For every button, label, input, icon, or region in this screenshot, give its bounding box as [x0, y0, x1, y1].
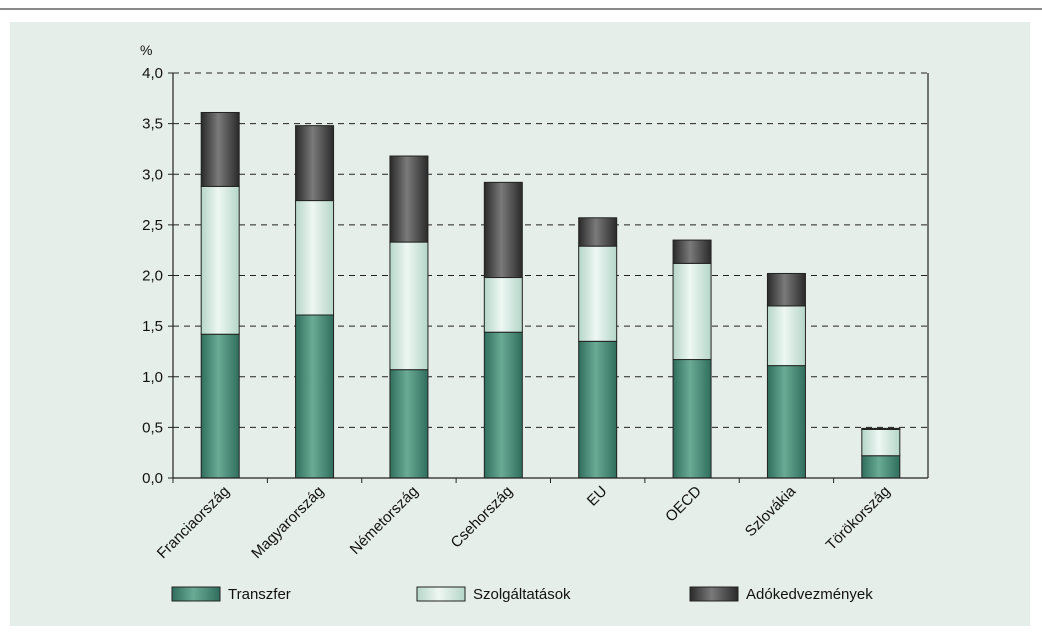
y-tick-label: 1,5: [142, 318, 163, 335]
bar-transzfer-torokorszag: [861, 455, 901, 479]
y-tick-label: 4,0: [142, 65, 163, 82]
y-unit-label: %: [140, 42, 152, 58]
legend-swatch-adokedvezmenyek: [689, 586, 739, 602]
legend-label-adokedvezmenyek: Adókedvezmények: [746, 586, 873, 603]
x-tick-label: Magyarország: [248, 483, 327, 562]
legend-swatch-transzfer: [171, 586, 221, 602]
bars: [200, 111, 901, 479]
bar-adokedvezmenyek-szlovakia: [766, 272, 806, 307]
y-tick-label: 3,5: [142, 116, 163, 133]
x-tick-label: Szlovákia: [742, 482, 800, 540]
x-tick-labels: Franciaország Magyarország Németország Cseh…: [154, 482, 894, 562]
x-tick-label: EU: [584, 483, 611, 510]
bar-transzfer-nemetorszag: [389, 369, 429, 479]
bar-szolgaltatasok-csehorszag: [483, 277, 523, 333]
top-rule: [0, 8, 1042, 10]
y-tick-label: 0,5: [142, 419, 163, 436]
axes: [168, 72, 929, 483]
bar-transzfer-eu: [578, 340, 618, 479]
x-tick-label: OECD: [662, 483, 705, 526]
bar-szolgaltatasok-magyarorszag: [295, 200, 335, 316]
y-tick-labels: 0,0 0,5 1,0 1,5 2,0 2,5 3,0 3,5 4,0: [142, 65, 163, 487]
y-tick-label: 3,0: [142, 166, 163, 183]
bar-transzfer-csehorszag: [483, 331, 523, 479]
legend-label-szolgaltatasok: Szolgáltatások: [473, 586, 571, 603]
bar-adokedvezmenyek-torokorszag: [861, 427, 901, 430]
bar-szolgaltatasok-torokorszag: [861, 428, 901, 457]
bar-transzfer-magyarorszag: [295, 314, 335, 479]
bar-szolgaltatasok-eu: [578, 245, 618, 342]
legend: Transzfer Szolgáltatások Adókedvezmények: [171, 586, 873, 603]
bar-adokedvezmenyek-magyarorszag: [295, 125, 335, 202]
bar-adokedvezmenyek-franciaorszag: [200, 111, 240, 187]
legend-label-transzfer: Transzfer: [228, 586, 291, 603]
bar-adokedvezmenyek-nemetorszag: [389, 155, 429, 243]
bar-transzfer-franciaorszag: [200, 333, 240, 479]
y-tick-label: 1,0: [142, 369, 163, 386]
bar-transzfer-oecd: [672, 359, 712, 479]
gridlines: [173, 72, 928, 428]
bar-transzfer-szlovakia: [766, 365, 806, 479]
legend-swatch-szolgaltatasok: [416, 586, 466, 602]
bar-szolgaltatasok-oecd: [672, 262, 712, 361]
x-tick-label: Franciaország: [154, 483, 233, 562]
x-tick-label: Törökország: [823, 483, 894, 554]
x-tick-label: Csehország: [448, 483, 517, 552]
bar-adokedvezmenyek-eu: [578, 217, 618, 247]
bar-szolgaltatasok-nemetorszag: [389, 241, 429, 371]
bar-szolgaltatasok-szlovakia: [766, 305, 806, 367]
bar-adokedvezmenyek-oecd: [672, 239, 712, 264]
bar-adokedvezmenyek-csehorszag: [483, 181, 523, 279]
y-tick-label: 0,0: [142, 470, 163, 487]
bar-szolgaltatasok-franciaorszag: [200, 185, 240, 335]
y-tick-label: 2,5: [142, 217, 163, 234]
x-tick-label: Németország: [347, 483, 422, 558]
y-tick-label: 2,0: [142, 268, 163, 285]
